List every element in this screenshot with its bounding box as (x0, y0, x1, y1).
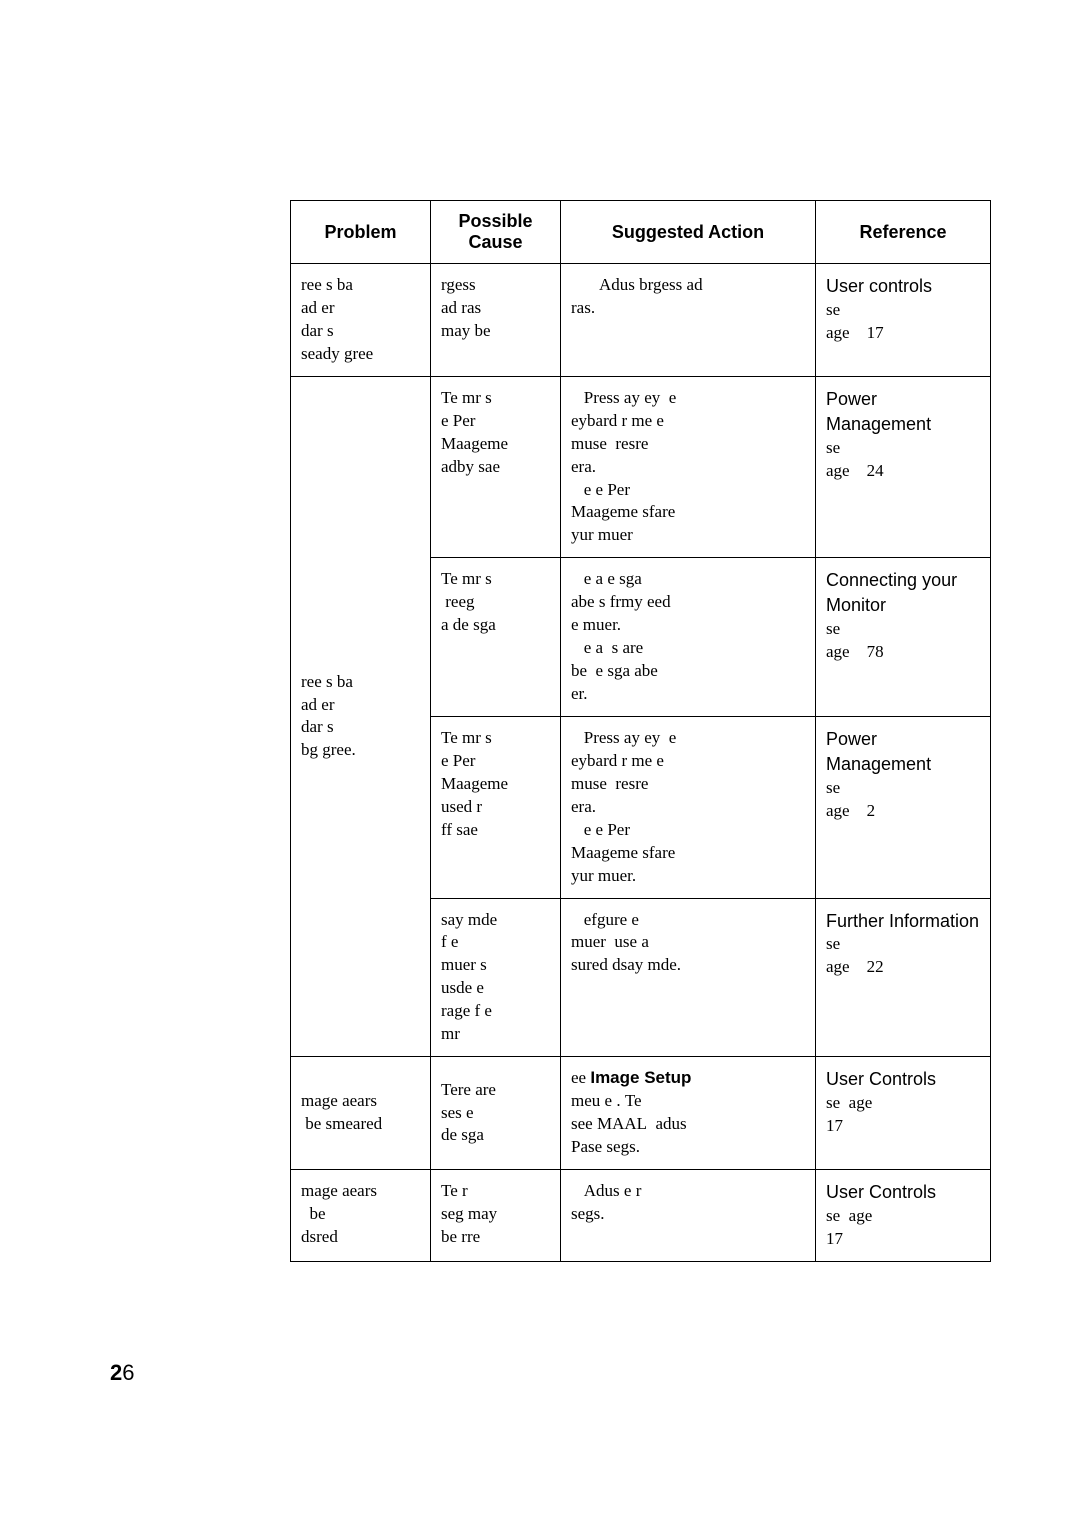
r2c-cause: Te mr se PerMaagemeused rff sae (431, 716, 561, 898)
r2c-ref-title: Power Management (826, 729, 931, 774)
r2d-ref: Further Information seage 22 (816, 898, 991, 1057)
r2c-ref-tail: seage 2 (826, 778, 875, 820)
r1-action-l2: ras. (571, 298, 595, 317)
page-number: 26 (110, 1360, 135, 1386)
r2c-action: Press ay ey eeybard r me emuse resreera.… (561, 716, 816, 898)
r2c-ref: Power Management seage 2 (816, 716, 991, 898)
r3-action: ee Image Setup meu e . Tesee MAAL adusPa… (561, 1057, 816, 1170)
r3-ref-tail: se age17 (826, 1093, 872, 1135)
r2a-ref-tail: seage 24 (826, 438, 884, 480)
r2d-action: efgure emuer use asured dsay mde. (561, 898, 816, 1057)
r1-ref-title: User controls (826, 276, 932, 296)
r3-cause: Tere areses ede sga (431, 1057, 561, 1170)
r3-ref-title: User Controls (826, 1069, 936, 1089)
r2b-ref-tail: seage 78 (826, 619, 884, 661)
r1-ref: User controls seage 17 (816, 264, 991, 377)
r3-action-bold: Image Setup (590, 1068, 691, 1087)
r2d-ref-title: Further Information (826, 911, 979, 931)
troubleshooting-table-container: Problem Possible Cause Suggested Action … (290, 200, 990, 1262)
col-problem: Problem (291, 201, 431, 264)
r2a-ref: Power Management seage 24 (816, 376, 991, 558)
page-number-rest: 6 (122, 1360, 134, 1385)
col-cause: Possible Cause (431, 201, 561, 264)
r4-cause: Te rseg maybe rre (431, 1169, 561, 1261)
r4-ref-title: User Controls (826, 1182, 936, 1202)
r4-ref: User Controls se age17 (816, 1169, 991, 1261)
r2b-ref-title: Connecting your Monitor (826, 570, 957, 615)
col-reference: Reference (816, 201, 991, 264)
r2a-ref-title: Power Management (826, 389, 931, 434)
r3-problem: mage aears be smeared (291, 1057, 431, 1170)
r2a-cause: Te mr se PerMaagemeadby sae (431, 376, 561, 558)
r2a-action: Press ay ey eeybard r me emuse resreera.… (561, 376, 816, 558)
r2-problem: ree s baad erdar sbg gree. (291, 376, 431, 1056)
r4-action: Adus e rsegs. (561, 1169, 816, 1261)
r1-ref-tail: seage 17 (826, 300, 884, 342)
r4-ref-tail: se age17 (826, 1206, 872, 1248)
r1-problem: ree s baad erdar sseady gree (291, 264, 431, 377)
r3-action-pre: ee (571, 1068, 590, 1087)
r1-action: Adus brgess ad ras. (561, 264, 816, 377)
r3-action-rest: meu e . Tesee MAAL adusPase segs. (571, 1091, 687, 1156)
r2b-action: e a e sgaabe s frmy eede muer. e a s are… (561, 558, 816, 717)
r4-problem: mage aears bedsred (291, 1169, 431, 1261)
col-action: Suggested Action (561, 201, 816, 264)
page-number-bold: 2 (110, 1360, 122, 1385)
r2d-ref-tail: seage 22 (826, 934, 884, 976)
r2b-ref: Connecting your Monitor seage 78 (816, 558, 991, 717)
r3-ref: User Controls se age17 (816, 1057, 991, 1170)
troubleshooting-table: Problem Possible Cause Suggested Action … (290, 200, 991, 1262)
r2d-cause: say mdef emuer susde erage f emr (431, 898, 561, 1057)
r2b-cause: Te mr s reega de sga (431, 558, 561, 717)
r1-action-l1: Adus brgess ad (599, 275, 703, 294)
r1-cause: rgessad rasmay be (431, 264, 561, 377)
